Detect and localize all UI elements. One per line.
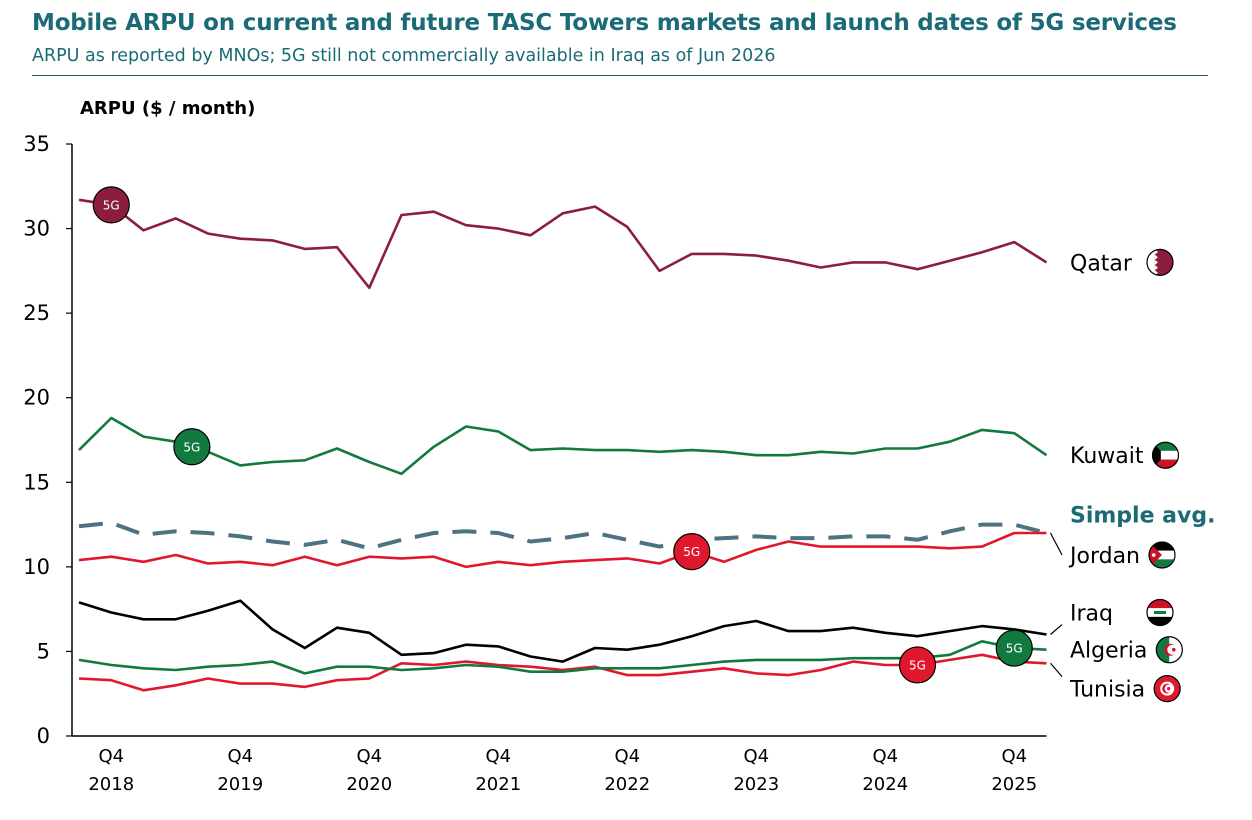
y-tick-label: 15: [23, 470, 50, 494]
5g-badge-label: 5G: [1006, 642, 1023, 656]
y-tick-label: 5: [37, 639, 50, 663]
x-tick-label: 2023: [733, 774, 779, 795]
5g-badge-circle: [995, 629, 1033, 667]
series-label-algeria: Algeria: [1070, 639, 1147, 664]
x-tick-label: 2019: [217, 774, 263, 795]
x-tick-label: Q4: [872, 746, 898, 767]
label-leader-line: [1050, 662, 1063, 678]
5g-badge-label: 5G: [683, 545, 700, 559]
5g-badge-algeria: 5G: [995, 629, 1033, 667]
series-line-kuwait: [78, 416, 1048, 476]
title-divider: [32, 75, 1208, 76]
series-line-tunisia: [78, 653, 1047, 692]
series-line-iraq: [78, 599, 1047, 663]
5g-badge-label: 5G: [183, 440, 200, 454]
x-tick-label: Q4: [98, 746, 124, 767]
y-tick-label: 35: [23, 132, 50, 156]
y-tick-label: 25: [23, 301, 50, 325]
kuwait-flag-icon: [1151, 441, 1180, 469]
5g-badge-label: 5G: [103, 198, 120, 212]
5g-badges: 5G 5G 5G 5G 5G: [92, 186, 1033, 684]
x-tick-label: Q4: [485, 746, 511, 767]
y-tick-label: 20: [23, 386, 50, 410]
series-labels: Qatar Kuwait Simple avg. Jordan Iraq Algeria T…: [1049, 248, 1215, 703]
x-tick-label: 2020: [346, 774, 392, 795]
series-label-jordan: Jordan: [1068, 544, 1140, 569]
qatar-flag-icon: [1146, 248, 1174, 276]
algeria-flag-icon: [1155, 636, 1183, 664]
flag-outline: [1146, 248, 1174, 276]
x-tick-label: 2025: [991, 774, 1037, 795]
5g-badge-circle: [898, 646, 937, 684]
chart-subtitle: ARPU as reported by MNOs; 5G still not c…: [32, 46, 776, 66]
label-leader-line: [1050, 624, 1063, 635]
jordan-flag-icon: [1148, 541, 1176, 569]
series-line-qatar: [78, 198, 1048, 290]
x-tick-label: 2024: [862, 774, 908, 795]
y-tick-label: 10: [23, 555, 50, 579]
iraq-flag-icon: [1146, 598, 1174, 627]
series-line-jordan: [78, 531, 1047, 569]
x-tick-label: Q4: [614, 746, 640, 767]
flag-outline: [1151, 441, 1180, 469]
series-line-simple-avg: [78, 520, 1048, 551]
flag-outline: [1148, 541, 1176, 569]
x-tick-label: 2018: [88, 774, 134, 795]
5g-badge-circle: [673, 533, 711, 571]
x-tick-label: 2021: [475, 774, 521, 795]
x-tick-label: Q4: [743, 746, 769, 767]
5g-badge-jordan: 5G: [673, 533, 711, 571]
x-tick-label: Q4: [356, 746, 382, 767]
y-axis-label: ARPU ($ / month): [80, 98, 256, 119]
tunisia-flag-icon: [1153, 675, 1181, 703]
chart-title: Mobile ARPU on current and future TASC T…: [32, 10, 1177, 36]
series-line-algeria: [78, 639, 1047, 675]
5g-badge-tunisia: 5G: [898, 646, 937, 684]
x-tick-label: Q4: [1001, 746, 1027, 767]
series-lines: [78, 198, 1048, 692]
flag-outline: [1155, 636, 1183, 664]
x-tick-label: 2022: [604, 774, 650, 795]
series-label-kuwait: Kuwait: [1070, 444, 1144, 469]
5g-badge-label: 5G: [909, 658, 926, 672]
y-tick-label: 0: [37, 724, 50, 748]
flag-outline: [1146, 598, 1174, 627]
label-leader-line: [1049, 532, 1063, 556]
series-label-simple-avg: Simple avg.: [1070, 503, 1215, 528]
5g-badge-circle: [92, 186, 130, 224]
5g-badge-qatar: 5G: [92, 186, 130, 224]
series-label-tunisia: Tunisia: [1069, 678, 1145, 703]
series-label-qatar: Qatar: [1070, 251, 1133, 276]
axes: 05101520253035Q42018Q42019Q42020Q42021Q4…: [23, 132, 1047, 795]
5g-badge-kuwait: 5G: [173, 428, 211, 466]
y-tick-label: 30: [23, 217, 50, 241]
5g-badge-circle: [173, 428, 211, 466]
x-tick-label: Q4: [227, 746, 253, 767]
flag-outline: [1153, 675, 1181, 703]
series-label-iraq: Iraq: [1070, 602, 1113, 627]
